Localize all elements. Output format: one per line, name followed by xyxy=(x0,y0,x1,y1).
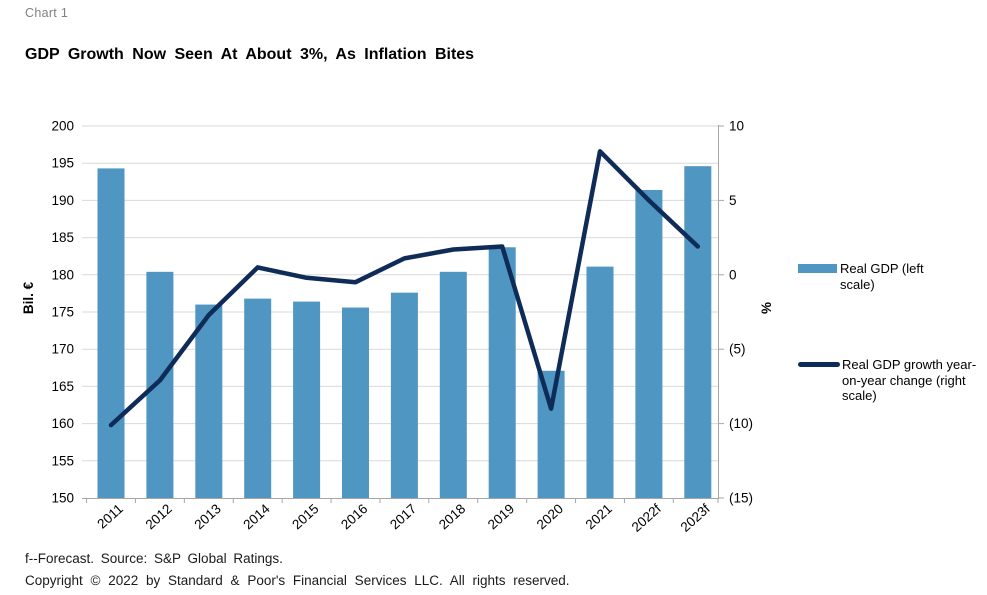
left-axis-tick-label: 185 xyxy=(51,230,74,245)
left-axis-tick-label: 170 xyxy=(51,342,74,357)
right-axis-tick-label: 10 xyxy=(729,119,744,134)
right-axis-tick-label: 0 xyxy=(729,267,737,282)
x-axis-label: 2018 xyxy=(436,501,468,532)
legend-item-label: Real GDP growth year-on-year change (rig… xyxy=(842,357,977,403)
left-axis-tick-label: 190 xyxy=(51,193,74,208)
left-axis-tick-label: 180 xyxy=(51,267,74,282)
left-axis-tick-label: 160 xyxy=(51,416,74,431)
legend-item-label: Real GDP (left scale) xyxy=(840,261,924,292)
x-axis-label: 2012 xyxy=(143,501,175,532)
x-axis-label: 2019 xyxy=(485,501,517,532)
left-axis-tick-label: 200 xyxy=(51,119,74,134)
bar-2017 xyxy=(390,292,418,498)
bar-2021 xyxy=(586,266,614,498)
x-axis-label: 2016 xyxy=(338,501,370,532)
gdp-growth-line xyxy=(108,149,701,428)
right-axis-tick-label: (5) xyxy=(729,342,746,357)
bar-2011 xyxy=(97,168,125,498)
bar-2015 xyxy=(293,301,321,498)
page-title: GDP Growth Now Seen At About 3%, As Infl… xyxy=(25,46,475,63)
bar-2018 xyxy=(439,271,467,498)
footnote-source: f--Forecast. Source: S&P Global Ratings. xyxy=(25,551,283,566)
bar-series-swatch xyxy=(798,264,837,273)
right-axis-tick-label: (10) xyxy=(729,416,753,431)
legend-item-real-gdp: Real GDP (left scale) xyxy=(798,261,940,292)
x-axis-label: 2020 xyxy=(534,501,566,532)
legend-item-gdp-growth: Real GDP growth year-on-year change (rig… xyxy=(798,357,980,404)
chart-number-label: Chart 1 xyxy=(25,6,69,20)
left-axis-tick-label: 165 xyxy=(51,379,74,394)
left-axis-title: Bil. € xyxy=(21,281,36,314)
bar-2022f xyxy=(635,189,663,498)
bar-2016 xyxy=(342,307,369,498)
bar-2020 xyxy=(537,370,565,498)
bar-2012 xyxy=(146,271,174,498)
x-axis-label: 2013 xyxy=(191,501,223,532)
left-axis-tick-label: 195 xyxy=(51,156,74,171)
x-axis-label: 2014 xyxy=(240,501,273,533)
bar-2013 xyxy=(195,304,223,498)
x-axis-label: 2022f xyxy=(629,501,664,535)
line-series-swatch xyxy=(798,362,840,367)
bar-2014 xyxy=(244,298,272,498)
x-axis-label: 2011 xyxy=(94,501,126,532)
bar-2023f xyxy=(684,166,712,498)
x-axis-label: 2017 xyxy=(387,501,419,532)
x-axis-label: 2023f xyxy=(678,501,713,535)
x-axis-label: 2021 xyxy=(583,501,615,532)
right-axis-tick-label: (15) xyxy=(729,491,753,506)
right-axis-tick-label: 5 xyxy=(729,193,737,208)
right-axis-title: % xyxy=(759,302,774,314)
footnote-copyright: Copyright © 2022 by Standard & Poor's Fi… xyxy=(25,573,570,588)
left-axis-tick-label: 155 xyxy=(51,453,74,468)
left-axis-tick-label: 150 xyxy=(51,491,74,506)
bar-2019 xyxy=(488,247,516,498)
x-axis-label: 2015 xyxy=(289,501,321,532)
left-axis-tick-label: 175 xyxy=(51,305,74,320)
